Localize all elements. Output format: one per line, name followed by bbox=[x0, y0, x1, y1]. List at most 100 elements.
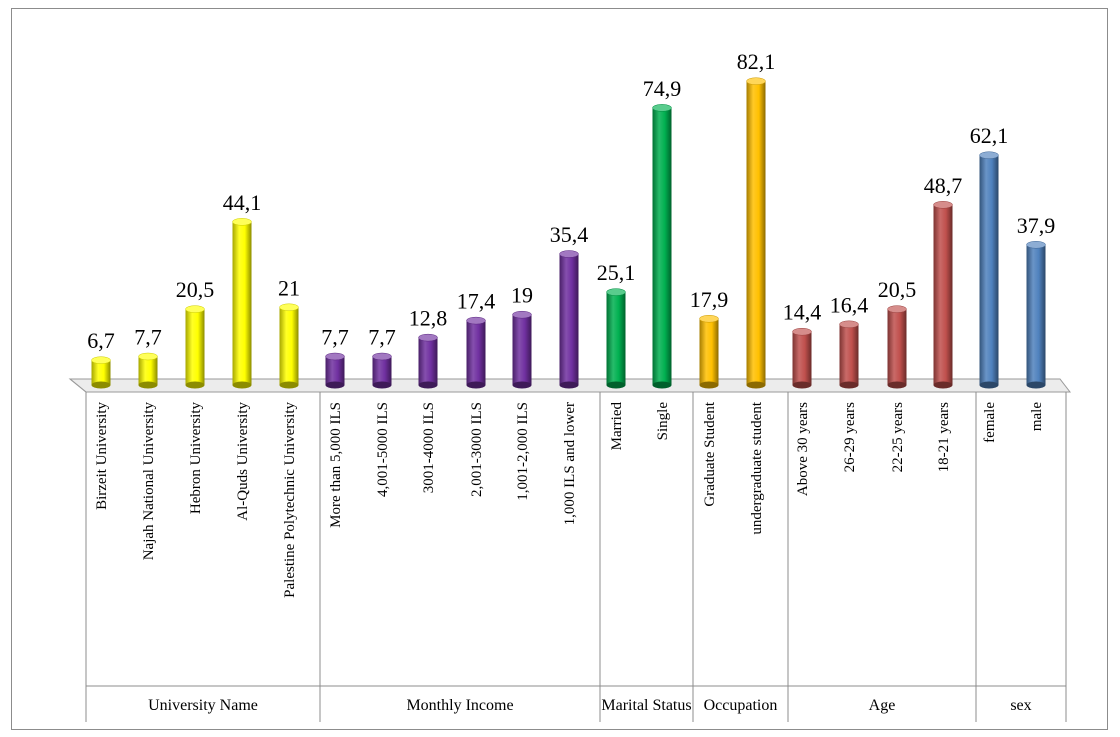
group-label: Monthly Income bbox=[406, 697, 513, 714]
data-label: 20,5 bbox=[878, 277, 917, 302]
bar-body bbox=[185, 309, 205, 385]
bar bbox=[887, 305, 907, 389]
bar-top bbox=[887, 305, 907, 313]
bar bbox=[652, 104, 672, 389]
bar-body bbox=[979, 155, 999, 385]
group-label: Age bbox=[869, 697, 896, 714]
bar bbox=[185, 305, 205, 389]
bar-body bbox=[325, 356, 345, 385]
bar-base bbox=[839, 381, 859, 389]
data-label: 35,4 bbox=[550, 222, 589, 247]
bar-base bbox=[279, 381, 299, 389]
bar-base bbox=[418, 381, 438, 389]
tick-label: 1,001-2,000 ILS bbox=[515, 402, 531, 501]
tick-label: Above 30 years bbox=[795, 402, 811, 496]
bar-base bbox=[91, 381, 111, 389]
bar-body bbox=[91, 360, 111, 385]
bar-base bbox=[185, 381, 205, 389]
bar-base bbox=[887, 381, 907, 389]
tick-label: male bbox=[1029, 402, 1045, 431]
bar-top bbox=[512, 310, 532, 319]
bar bbox=[372, 352, 392, 389]
data-label: 74,9 bbox=[643, 76, 682, 101]
bar-top bbox=[418, 333, 438, 342]
bar bbox=[933, 201, 953, 389]
data-label: 17,9 bbox=[690, 287, 729, 312]
bar-body bbox=[232, 221, 252, 385]
bar-top bbox=[138, 352, 158, 361]
tick-label: More than 5,000 ILS bbox=[328, 402, 344, 528]
bar-body bbox=[699, 318, 719, 385]
group-label: University Name bbox=[148, 697, 258, 714]
tick-label: 1,000 ILS and lower bbox=[562, 402, 578, 525]
data-labels: 6,7 7,7 20,5 44,1 21 7,7 7,7 12,8 17,4 19 35,4 25,1… bbox=[87, 49, 1055, 353]
bar-body bbox=[839, 324, 859, 385]
data-label: 82,1 bbox=[737, 49, 776, 74]
tick-label: 3001-4000 ILS bbox=[421, 402, 437, 493]
group-label: Marital Status bbox=[601, 697, 691, 714]
bar-body bbox=[652, 107, 672, 386]
bar-body bbox=[746, 81, 766, 385]
tick-label: undergraduate student bbox=[749, 401, 765, 534]
bar-body bbox=[792, 331, 812, 385]
tick-label: Hebron University bbox=[188, 402, 204, 515]
bar bbox=[792, 327, 812, 389]
bar-body bbox=[418, 337, 438, 385]
data-label: 20,5 bbox=[176, 277, 215, 302]
data-label: 17,4 bbox=[457, 289, 496, 314]
bar-top bbox=[606, 288, 626, 296]
bar-base bbox=[933, 381, 953, 389]
data-label: 21 bbox=[278, 275, 300, 300]
bar-base bbox=[699, 381, 719, 389]
bar-base bbox=[606, 381, 626, 389]
bar-base bbox=[138, 381, 158, 389]
group-label: Occupation bbox=[704, 697, 778, 714]
tick-label: 18-21 years bbox=[936, 402, 952, 473]
tick-label: Birzeit University bbox=[94, 402, 110, 510]
data-label: 6,7 bbox=[87, 328, 115, 353]
bar bbox=[839, 320, 859, 389]
bar-top bbox=[372, 352, 392, 361]
bar-base bbox=[325, 381, 345, 389]
bar-base bbox=[979, 381, 999, 389]
data-label: 7,7 bbox=[368, 325, 396, 350]
floor-edge bbox=[69, 378, 87, 393]
tick-label: Single bbox=[655, 402, 671, 441]
tick-label: female bbox=[982, 402, 998, 443]
bar-body bbox=[466, 320, 486, 385]
tick-label: 22-25 years bbox=[890, 402, 906, 473]
data-label: 12,8 bbox=[409, 306, 448, 331]
bar-top bbox=[746, 77, 766, 85]
bar-body bbox=[372, 356, 392, 385]
bar-body bbox=[559, 254, 579, 385]
bar-top bbox=[792, 327, 812, 336]
tick-label: Palestine Polytechnic University bbox=[282, 402, 298, 598]
bar-top bbox=[699, 315, 719, 323]
bar-top bbox=[839, 320, 859, 329]
bar bbox=[746, 77, 766, 389]
bar-body bbox=[887, 309, 907, 385]
bar-series bbox=[91, 77, 1046, 389]
tick-label: 2,001-3000 ILS bbox=[469, 402, 485, 497]
bar-top bbox=[559, 250, 579, 258]
bar-base bbox=[652, 381, 672, 389]
bar-top bbox=[466, 316, 486, 325]
data-label: 62,1 bbox=[970, 123, 1009, 148]
bar bbox=[91, 356, 111, 389]
tick-label: Najah National University bbox=[141, 402, 157, 561]
data-label: 44,1 bbox=[223, 190, 262, 215]
data-label: 19 bbox=[511, 283, 533, 308]
bar-top bbox=[279, 303, 299, 312]
data-label: 48,7 bbox=[924, 173, 963, 198]
bar bbox=[1026, 241, 1046, 389]
bar bbox=[606, 288, 626, 389]
bar-body bbox=[138, 356, 158, 385]
bar bbox=[279, 303, 299, 389]
bar bbox=[418, 333, 438, 389]
bar-top bbox=[1026, 241, 1046, 249]
data-label: 25,1 bbox=[597, 260, 636, 285]
tick-label: Al-Quds University bbox=[235, 402, 251, 521]
bar-base bbox=[1026, 381, 1046, 389]
data-label: 7,7 bbox=[321, 325, 349, 350]
